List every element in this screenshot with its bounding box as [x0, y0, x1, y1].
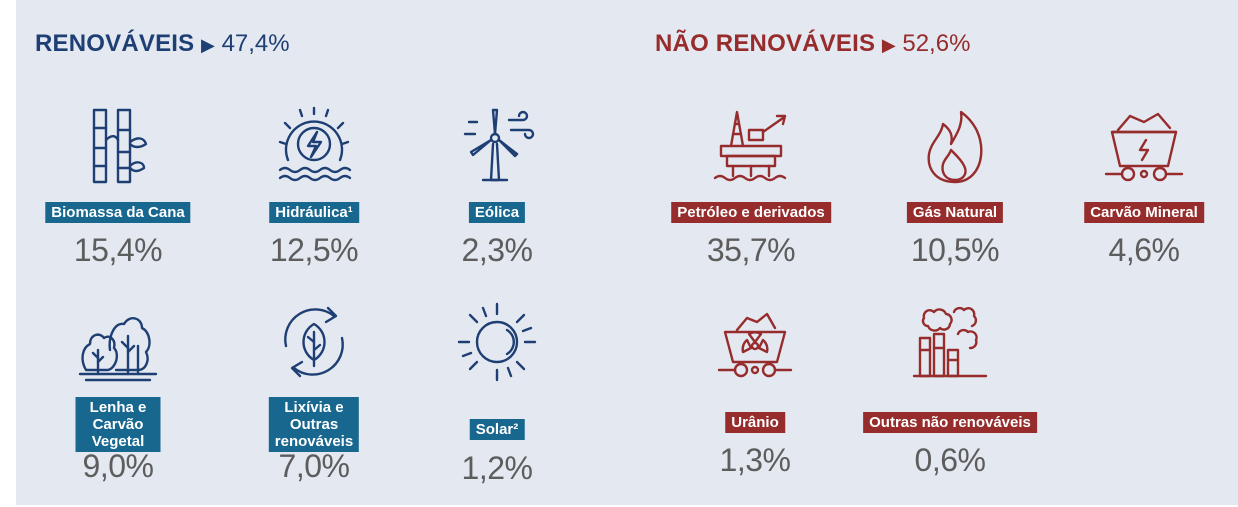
source-outras-nao-renovaveis: Outras não renováveis 0,6%	[863, 300, 1037, 478]
source-uranio: Urânio 1,3%	[670, 300, 840, 478]
source-gas-natural: Gás Natural 10,5%	[870, 104, 1040, 274]
wind-turbine-icon	[455, 104, 539, 188]
hydro-wheel-icon	[272, 104, 356, 188]
label-line: Outras renováveis	[274, 416, 354, 450]
flame-icon	[913, 104, 997, 188]
recycle-leaf-icon	[272, 300, 356, 384]
arrow-icon: ▶	[881, 35, 896, 55]
value-hidraulica: 12,5%	[269, 232, 359, 268]
label-biomassa-cana: Biomassa da Cana	[45, 202, 191, 223]
value-eolica: 2,3%	[461, 232, 533, 268]
renewables-title: RENOVÁVEIS	[35, 30, 195, 57]
non-renewables-total: 52,6%	[902, 30, 971, 57]
arrow-icon: ▶	[201, 35, 215, 55]
oil-rig-icon	[709, 104, 793, 188]
factory-smoke-icon	[908, 300, 992, 384]
value-carvao-mineral: 4,6%	[1108, 232, 1180, 268]
label-eolica: Eólica	[468, 202, 526, 223]
renewables-header: RENOVÁVEIS ▶ 47,4%	[35, 30, 290, 58]
value-biomassa-cana: 15,4%	[73, 232, 163, 268]
value-solar: 1,2%	[461, 450, 533, 486]
non-renewables-header: NÃO RENOVÁVEIS ▶ 52,6%	[655, 30, 970, 58]
value-petroleo: 35,7%	[706, 232, 796, 268]
label-petroleo: Petróleo e derivados	[671, 202, 831, 223]
source-hidraulica: Hidráulica¹ 12,5%	[229, 104, 399, 274]
value-lenha-carvao: 9,0%	[82, 448, 154, 484]
value-gas-natural: 10,5%	[910, 232, 1000, 268]
label-carvao-mineral: Carvão Mineral	[1084, 202, 1204, 223]
label-line: Lixívia e	[284, 399, 344, 416]
sun-icon	[455, 300, 539, 384]
source-biomassa-cana: Biomassa da Cana 15,4%	[33, 104, 203, 274]
uranium-cart-icon	[713, 300, 797, 384]
value-uranio: 1,3%	[719, 442, 791, 478]
renewables-total: 47,4%	[221, 30, 290, 57]
non-renewables-title: NÃO RENOVÁVEIS	[655, 30, 876, 57]
label-lenha-carvao: Lenha e Carvão Vegetal	[75, 397, 161, 452]
source-solar: Solar² 1,2%	[412, 300, 582, 486]
source-lixivia: Lixívia e Outras renováveis 7,0%	[229, 300, 399, 484]
label-uranio: Urânio	[725, 412, 785, 433]
label-line: Lenha e	[89, 399, 147, 416]
trees-icon	[76, 300, 160, 384]
label-gas-natural: Gás Natural	[906, 202, 1004, 223]
source-carvao-mineral: Carvão Mineral 4,6%	[1059, 104, 1229, 274]
value-lixivia: 7,0%	[278, 448, 350, 484]
label-outras-nao-renovaveis: Outras não renováveis	[863, 412, 1037, 433]
label-solar: Solar²	[469, 419, 525, 440]
label-line: Carvão Vegetal	[91, 416, 145, 450]
source-lenha-carvao: Lenha e Carvão Vegetal 9,0%	[33, 300, 203, 484]
label-lixivia: Lixívia e Outras renováveis	[268, 397, 360, 452]
label-hidraulica: Hidráulica¹	[269, 202, 359, 223]
source-petroleo: Petróleo e derivados 35,7%	[666, 104, 836, 274]
source-eolica: Eólica 2,3%	[412, 104, 582, 274]
sugarcane-icon	[76, 104, 160, 188]
coal-cart-icon	[1102, 104, 1186, 188]
value-outras-nao-renovaveis: 0,6%	[914, 442, 986, 478]
